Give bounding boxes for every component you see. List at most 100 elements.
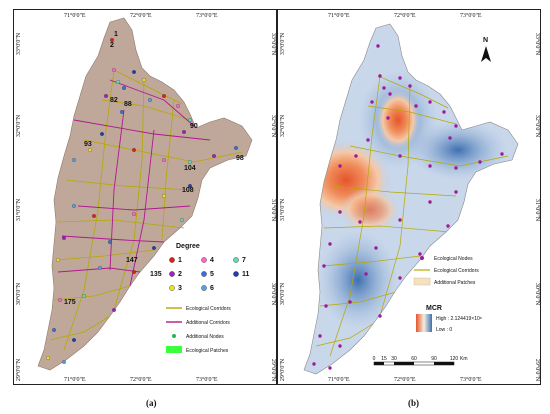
ecological-node [374,246,378,250]
legend-label: Additional Patches [434,280,476,286]
node-marker [52,328,56,332]
ecological-node [318,334,322,338]
x-tick-label: 71°0'0"E [328,376,350,383]
scale-tick: 15 [381,356,387,362]
legend-label: Ecological Nodes [434,256,473,262]
scale-tick: 90 [431,356,437,362]
legend-label: Ecological Corridors [434,268,479,274]
node-label: 135 [150,271,162,278]
scale-bar: 0 15 30 60 90 120 Km [373,356,468,366]
y-tick-label: 30°0'0"N [15,282,22,305]
node-marker [234,146,238,150]
node-marker [112,308,116,312]
y-tick-label: 33°0'0"N [279,32,286,55]
mcr-surface [304,24,518,374]
ecological-node [428,200,432,204]
x-tick-label: 73°0'0"E [460,12,482,19]
ecological-corridors-a [49,69,243,351]
node-label: 1 [114,31,118,38]
y-tick-label: 30°0'0"N [270,283,276,306]
node-marker [58,298,62,302]
node-marker [72,158,76,162]
node-label: 88 [124,101,132,108]
legend-title: Degree [176,243,200,250]
mcr-low: Low : 0 [436,327,452,333]
node-label: 90 [190,123,198,130]
node-marker [180,218,184,222]
node-marker [116,80,120,84]
ecological-node [358,220,362,224]
ecological-node [446,224,450,228]
ecological-node [398,154,402,158]
ecological-node [328,366,332,370]
node-label: 2 [110,42,114,49]
ecological-node [364,272,368,276]
north-arrow: N [481,37,491,62]
scale-tick: 120 [450,356,459,362]
x-tick-label: 72°0'0"E [394,376,416,383]
node-label: 147 [126,257,138,264]
ecological-node [478,160,482,164]
node-marker [92,214,96,218]
node-marker [122,86,126,90]
y-tick-label: 29°0'0"N [534,359,540,382]
node-markers-a [46,38,238,364]
ecological-node [378,314,382,318]
degree-swatch [201,285,207,291]
degree-label: 6 [210,285,214,292]
node-marker [100,132,104,136]
node-marker [72,338,76,342]
ecological-node [442,110,446,114]
node-marker [176,104,180,108]
degree-label: 1 [178,257,182,264]
y-tick-label: 31°0'0"N [279,198,286,221]
node-marker [188,160,192,164]
node-marker [82,294,86,298]
ecological-nodes-b [312,44,504,370]
ecological-node [414,104,418,108]
ecological-node [338,344,342,348]
degree-swatch [233,257,239,263]
legend-swatch [166,346,182,353]
ecological-node [348,300,352,304]
map-a-canvas: 71°0'0"E 72°0'0"E 73°0'0"E 71°0'0"E 72°0'0"… [15,12,276,383]
ecological-node [386,116,390,120]
svg-text:N: N [483,37,488,44]
node-marker [142,78,146,82]
y-tick-label: 33°0'0"N [15,32,22,55]
node-marker [182,130,186,134]
ecological-node [454,190,458,194]
node-marker [132,212,136,216]
ecological-node [398,218,402,222]
degree-label: 3 [178,285,182,292]
ecological-node [312,362,316,366]
node-label: 108 [182,187,194,194]
x-tick-label: 72°0'0"E [130,12,152,19]
ecological-node [382,86,386,90]
node-marker [56,258,60,262]
y-tick-label: 29°0'0"N [279,358,286,381]
map-panel-a: 71°0'0"E 72°0'0"E 73°0'0"E 71°0'0"E 72°0'0"… [13,9,277,385]
ecological-node [322,264,326,268]
node-marker [62,236,66,240]
node-marker [212,154,216,158]
degree-swatch [169,257,175,263]
x-tick-label: 72°0'0"E [394,12,416,19]
legend-label: Ecological Corridors [186,306,231,312]
ecological-node [428,164,432,168]
y-tick-label: 31°0'0"N [534,199,540,222]
additional-corridors-a [57,79,211,287]
node-marker [120,110,124,114]
ecological-node [324,304,328,308]
legend-label: Additional Nodes [186,334,224,340]
node-marker [188,118,192,122]
scale-tick: 60 [411,356,417,362]
y-tick-label: 29°0'0"N [270,359,276,382]
mcr-high: High : 2.124419×10⁸ [436,316,482,322]
degree-swatch [201,271,207,277]
y-tick-label: 29°0'0"N [15,358,22,381]
x-tick-label: 71°0'0"E [64,376,86,383]
x-tick-label: 73°0'0"E [196,376,218,383]
ecological-node [338,210,342,214]
